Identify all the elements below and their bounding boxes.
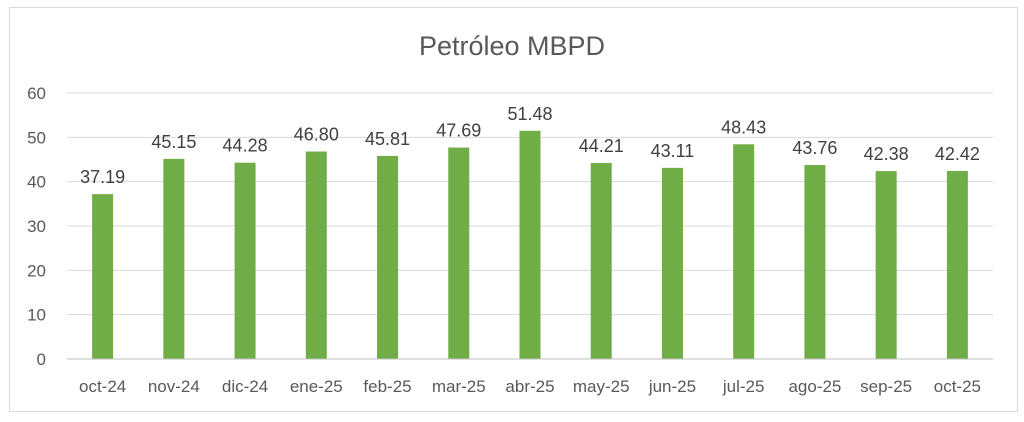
data-label: 42.38 xyxy=(864,144,909,164)
data-label: 48.43 xyxy=(721,117,766,137)
data-label: 46.80 xyxy=(294,125,339,145)
x-tick-label: ene-25 xyxy=(290,377,343,396)
bar xyxy=(519,130,541,359)
y-tick-label: 40 xyxy=(27,173,46,192)
data-label: 45.15 xyxy=(151,132,196,152)
y-tick-label: 0 xyxy=(37,350,46,369)
y-tick-label: 30 xyxy=(27,217,46,236)
data-label: 42.42 xyxy=(935,144,980,164)
x-tick-label: abr-25 xyxy=(505,377,554,396)
data-label: 51.48 xyxy=(507,104,552,124)
data-label: 47.69 xyxy=(436,121,481,141)
data-label: 45.81 xyxy=(365,129,410,149)
bar xyxy=(448,147,470,359)
y-tick-label: 20 xyxy=(27,261,46,280)
chart-title: Petróleo MBPD xyxy=(419,31,605,61)
y-tick-label: 60 xyxy=(27,84,46,103)
y-tick-label: 50 xyxy=(27,128,46,147)
x-tick-label: mar-25 xyxy=(432,377,486,396)
data-labels: 37.19 45.15 44.28 46.80 45.81 47.69 51.48 44.21… xyxy=(80,104,980,187)
x-tick-label: oct-25 xyxy=(934,377,981,396)
bar xyxy=(305,151,327,359)
x-tick-label: jul-25 xyxy=(722,377,765,396)
bar xyxy=(377,155,399,359)
bar xyxy=(946,170,968,359)
data-label: 37.19 xyxy=(80,167,125,187)
data-label: 44.28 xyxy=(223,136,268,156)
x-tick-label: feb-25 xyxy=(363,377,411,396)
data-label: 43.76 xyxy=(792,138,837,158)
bars xyxy=(92,130,968,359)
x-axis-ticks: oct-24 nov-24 dic-24 ene-25 feb-25 mar-25 abr-… xyxy=(79,377,981,396)
x-tick-label: may-25 xyxy=(573,377,630,396)
x-tick-label: jun-25 xyxy=(648,377,696,396)
data-label: 43.11 xyxy=(651,141,695,161)
bar xyxy=(163,158,185,359)
x-tick-label: dic-24 xyxy=(222,377,268,396)
bar xyxy=(92,194,114,359)
x-tick-label: sep-25 xyxy=(860,377,912,396)
bar xyxy=(875,171,897,359)
data-label: 44.21 xyxy=(579,136,624,156)
bar xyxy=(590,163,612,359)
bar xyxy=(733,144,755,359)
x-tick-label: ago-25 xyxy=(788,377,841,396)
bar xyxy=(234,162,256,359)
x-tick-label: nov-24 xyxy=(148,377,200,396)
bar xyxy=(661,167,683,359)
x-tick-label: oct-24 xyxy=(79,377,126,396)
y-tick-label: 10 xyxy=(27,306,46,325)
y-axis-ticks: 0 10 20 30 40 50 60 xyxy=(27,84,46,369)
bar xyxy=(804,164,826,359)
